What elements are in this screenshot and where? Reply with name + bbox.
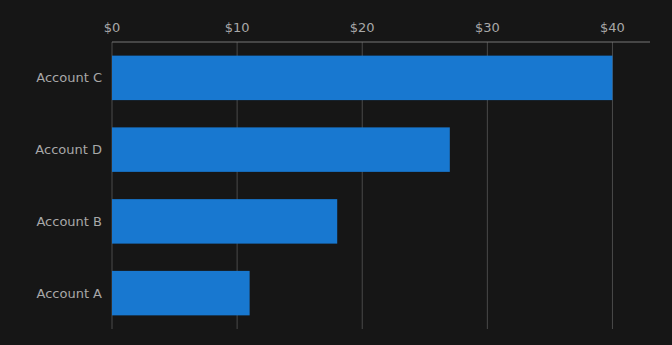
bar [112,127,450,171]
bar [112,56,612,100]
bars [112,56,612,316]
x-tick-label: $30 [475,20,500,35]
x-tick-label: $10 [225,20,250,35]
y-tick-label: Account C [36,70,102,85]
bar [112,271,250,315]
y-tick-label: Account B [36,214,102,229]
background [0,0,672,345]
x-axis: $0 $10 $20 $30 $40 [104,20,625,35]
y-axis: Account A Account B Account D Account C [35,70,102,300]
x-axis-line [112,42,650,43]
y-tick-label: Account A [36,286,102,301]
chart: $0$10$20$30$40Account AAccount BAccount … [0,0,672,345]
grid [112,42,612,329]
bar [112,199,337,243]
x-tick-label: $0 [104,20,121,35]
y-tick-label: Account D [35,142,102,157]
x-tick-label: $40 [600,20,625,35]
x-tick-label: $20 [350,20,375,35]
